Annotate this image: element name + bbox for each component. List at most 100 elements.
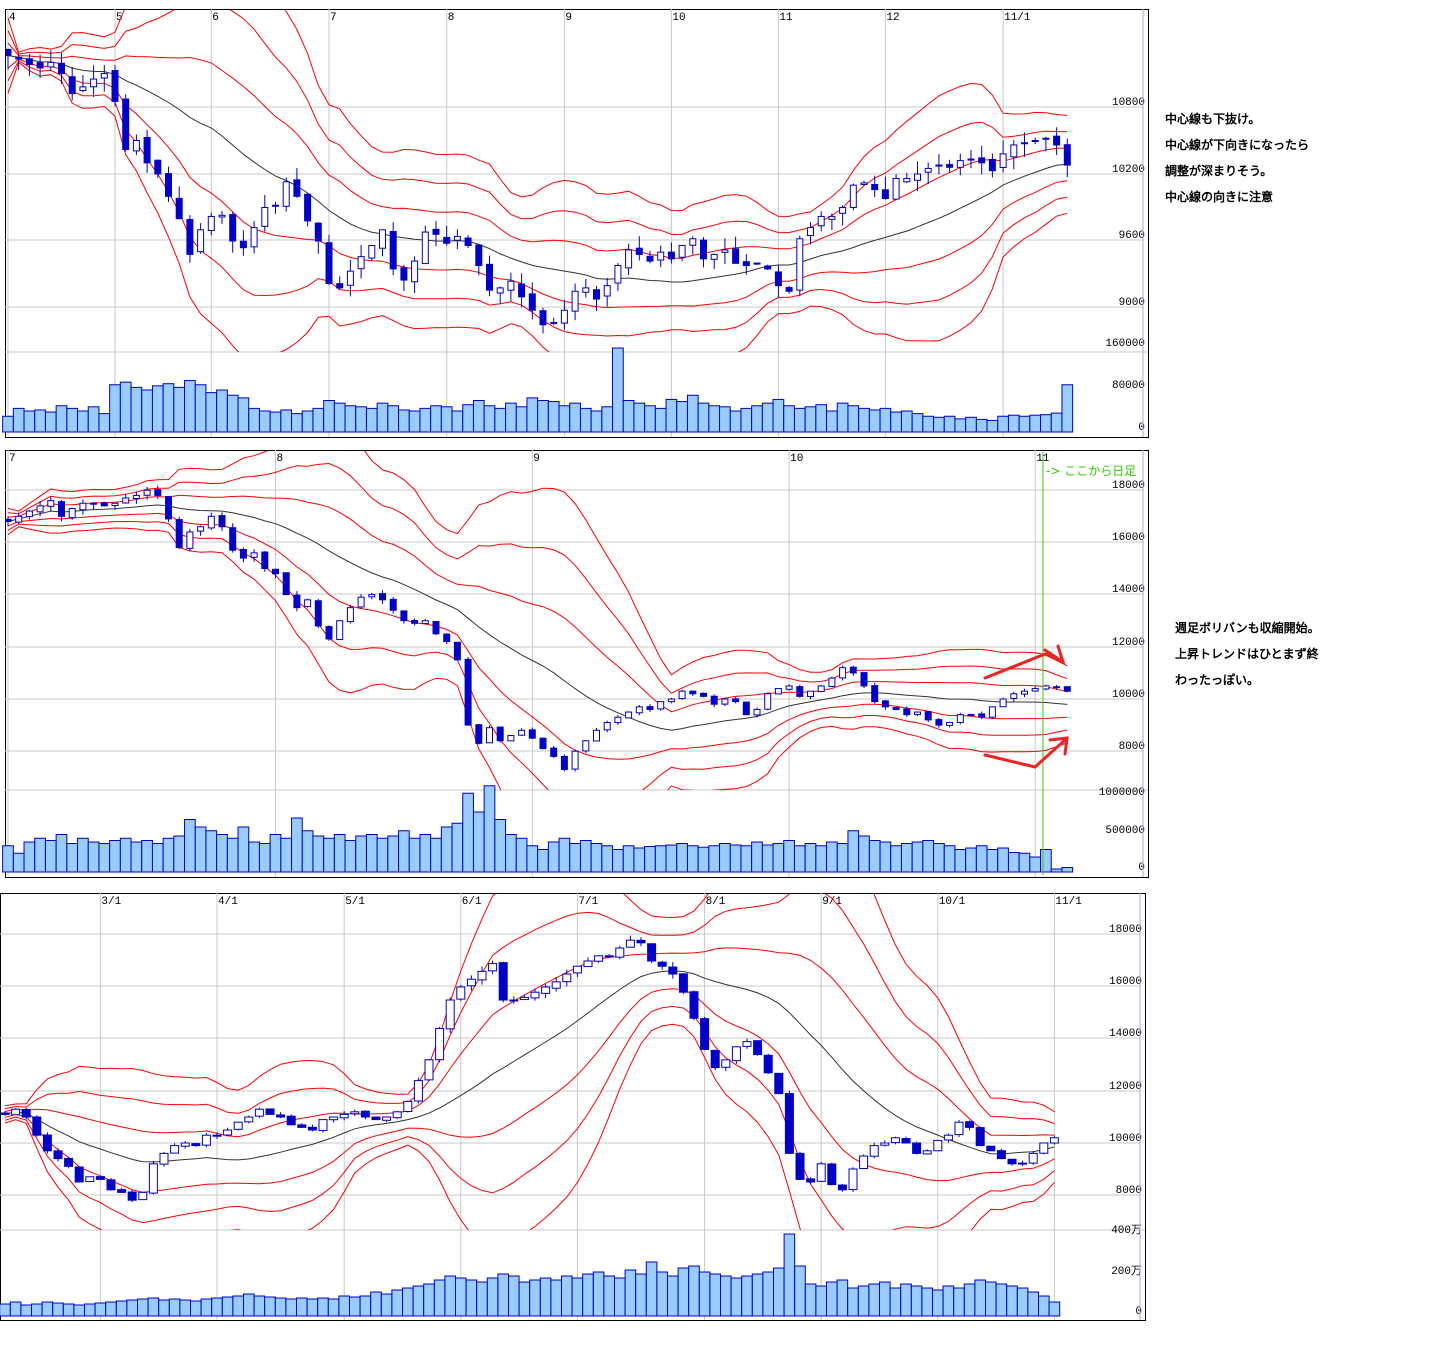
candle: [881, 700, 889, 710]
volume-bar: [868, 409, 881, 433]
volume-bar: [205, 392, 218, 433]
candle: [764, 692, 772, 711]
candle-body: [849, 184, 857, 208]
candle: [197, 223, 205, 254]
candle: [6, 516, 12, 527]
volume-bar: [677, 1267, 690, 1317]
candle-body: [753, 708, 761, 716]
candle: [403, 1100, 413, 1113]
volume-bar: [1038, 1295, 1050, 1317]
candle-body: [881, 700, 889, 708]
candle: [32, 1115, 42, 1137]
candle-body: [795, 1152, 805, 1180]
volume-bar: [23, 841, 36, 873]
candle: [849, 665, 857, 676]
candle-body: [571, 290, 579, 312]
candle: [582, 740, 590, 753]
volume-bar: [376, 402, 389, 433]
volume-bar: [985, 1281, 997, 1317]
volume-bar: [719, 843, 731, 873]
annotation-line: 中心線も下抜け。: [1165, 112, 1261, 126]
volume-bar: [858, 835, 870, 873]
candle-body: [828, 677, 836, 687]
volume-bar: [179, 1299, 191, 1317]
panel-frame: [5, 450, 1149, 878]
candle-body: [250, 552, 258, 558]
candle: [85, 1176, 95, 1183]
candle: [839, 665, 847, 681]
volume-bar: [168, 1298, 181, 1317]
candle-body: [614, 716, 622, 724]
volume-bar: [783, 405, 795, 433]
volume-bar: [419, 834, 432, 873]
volume-bar: [1027, 1291, 1040, 1317]
candle: [774, 264, 782, 298]
volume-bar: [505, 834, 517, 873]
volume-bar: [0, 1303, 11, 1317]
candle-body: [721, 249, 729, 253]
panel-frame: [5, 9, 1149, 438]
volume-bar: [269, 834, 282, 873]
volume-bar: [274, 1297, 287, 1317]
candle: [475, 244, 483, 276]
bollinger-band-line: [7, 520, 1068, 790]
volume-bar: [965, 416, 977, 433]
candle-body: [138, 1191, 148, 1201]
volume-bar: [380, 1293, 393, 1317]
candle: [700, 1016, 710, 1051]
candle: [784, 1090, 794, 1154]
volume-bar: [773, 1267, 785, 1317]
volume-bar: [62, 1303, 75, 1317]
volume-bar: [1007, 852, 1020, 873]
candle-body: [389, 598, 397, 611]
volume-bar: [398, 409, 410, 433]
volume-bar: [173, 835, 186, 873]
candle: [496, 286, 504, 305]
volume-bar: [317, 1297, 329, 1317]
candle-body: [229, 527, 237, 551]
candle: [229, 211, 237, 253]
candle-body: [763, 1054, 773, 1074]
candle: [614, 714, 622, 725]
candle: [496, 726, 504, 743]
volume-bar: [211, 1297, 223, 1317]
candle-body: [127, 1191, 137, 1201]
y-tick-label: 10200: [1112, 164, 1145, 176]
candle: [946, 721, 954, 728]
candle-body: [880, 1142, 890, 1146]
candle-body: [443, 236, 451, 244]
candle: [58, 500, 65, 522]
volume-bar: [622, 400, 635, 433]
volume-bar: [52, 1302, 64, 1317]
candle-body: [25, 58, 33, 66]
x-tick-label: 4/1: [218, 896, 238, 908]
candle-body: [999, 153, 1007, 168]
candle: [371, 1116, 381, 1121]
volume-bar: [921, 1287, 934, 1317]
candle: [839, 205, 847, 226]
candle: [138, 1191, 148, 1201]
candle: [924, 711, 932, 723]
volume-bar: [444, 1275, 456, 1317]
candle-body: [475, 724, 483, 744]
candle-body: [400, 267, 408, 281]
volume-bar: [344, 840, 357, 873]
candle-body: [922, 1150, 932, 1155]
volume-bar: [804, 406, 817, 433]
volume-bar: [130, 841, 143, 873]
moving-average-line: [7, 55, 1068, 283]
candle: [368, 244, 376, 262]
candle: [742, 701, 750, 716]
candle-body: [562, 973, 572, 983]
candle-body: [159, 1152, 169, 1165]
candle: [594, 955, 604, 963]
candle: [53, 1148, 63, 1162]
volume-bar: [986, 419, 999, 433]
candle-body: [807, 690, 814, 697]
candle-body: [400, 610, 408, 622]
bollinger-band-line: [4, 894, 1055, 1124]
candle-body: [170, 1145, 180, 1154]
candle-body: [318, 1119, 328, 1131]
volume-bar: [635, 1273, 647, 1317]
volume-bar: [558, 405, 571, 433]
